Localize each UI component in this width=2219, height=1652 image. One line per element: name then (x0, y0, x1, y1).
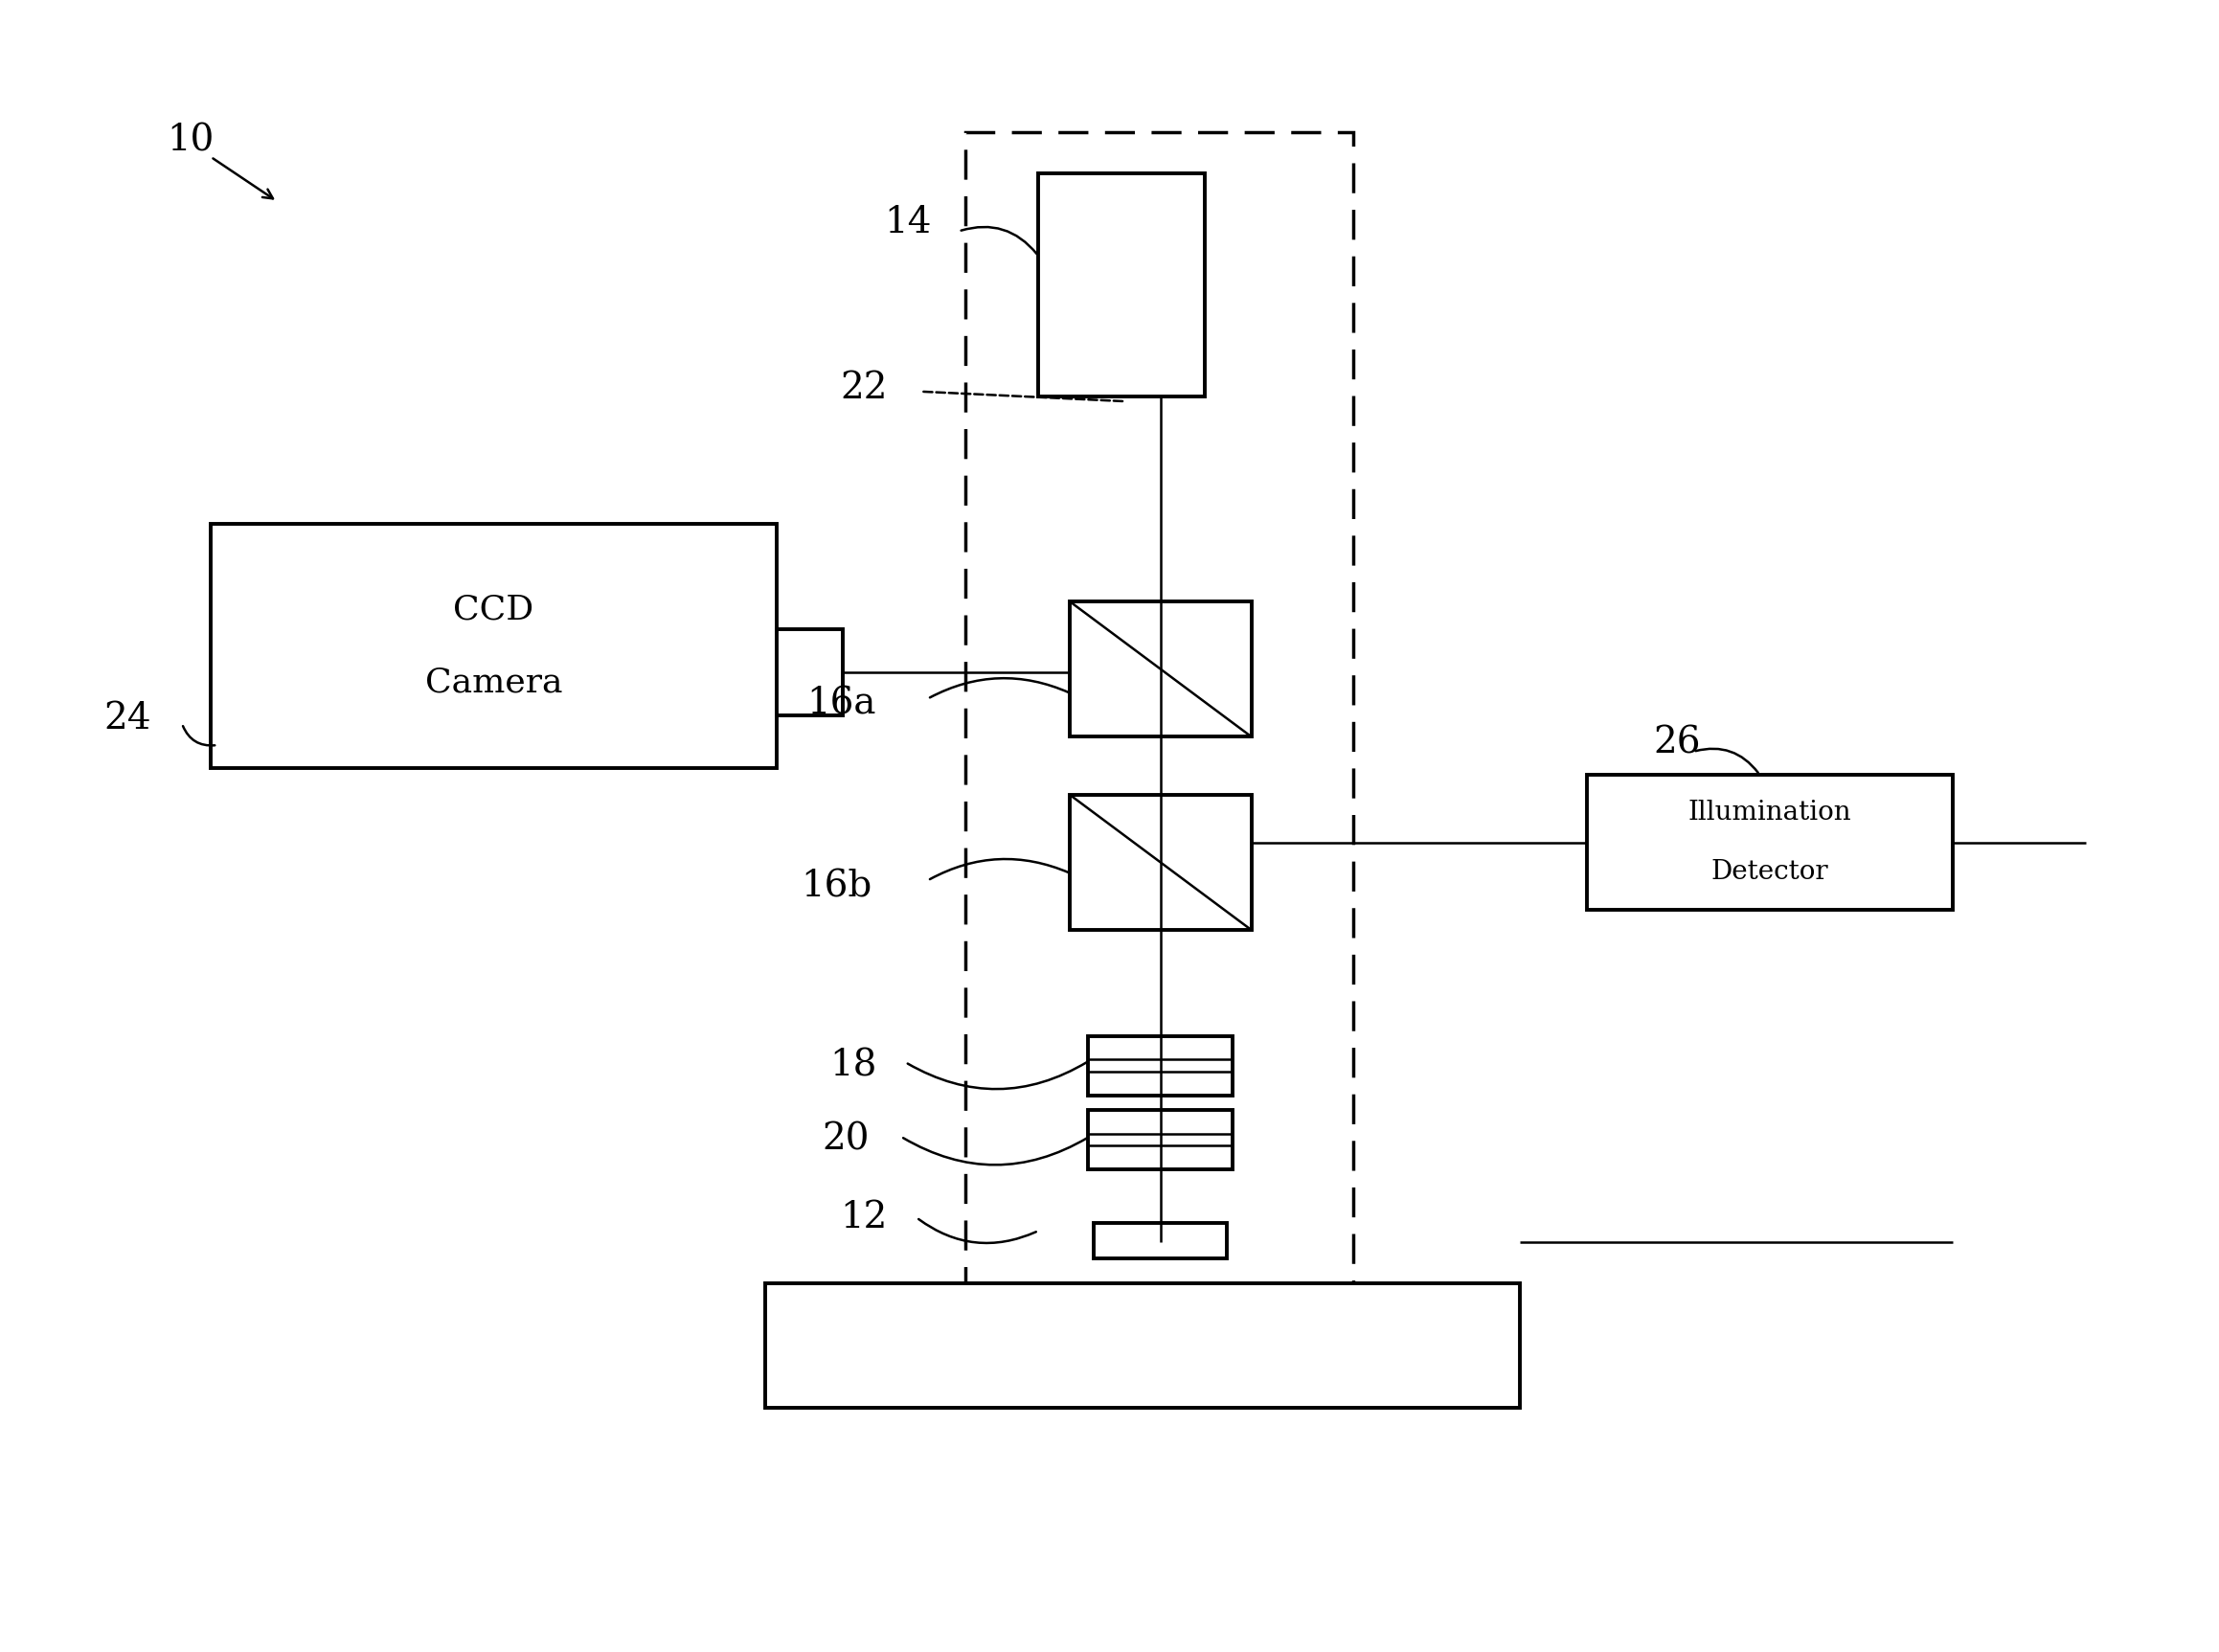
Text: 14: 14 (885, 205, 932, 241)
Bar (1070, 795, 1252, 930)
Text: 22: 22 (841, 370, 888, 406)
Bar (1038, 173, 1205, 396)
Bar (777, 629, 843, 715)
Text: 10: 10 (166, 122, 213, 159)
Bar (1070, 601, 1252, 737)
Text: 18: 18 (830, 1047, 877, 1084)
Text: 12: 12 (841, 1199, 888, 1236)
Text: 20: 20 (823, 1122, 870, 1158)
Text: 24: 24 (104, 700, 151, 737)
Text: 16a: 16a (808, 686, 877, 722)
Text: 16b: 16b (801, 869, 872, 905)
Text: Detector: Detector (1711, 859, 1828, 885)
Text: Illumination: Illumination (1689, 800, 1851, 826)
Bar (965, 132, 1354, 1388)
Bar (211, 524, 777, 768)
Text: CCD: CCD (453, 593, 535, 626)
Bar (1090, 1036, 1234, 1095)
Bar (1094, 1222, 1227, 1259)
Text: 26: 26 (1653, 725, 1700, 762)
Text: Camera: Camera (426, 666, 561, 699)
Bar (766, 1284, 1520, 1408)
Bar (1587, 775, 1953, 910)
Bar (1090, 1110, 1234, 1170)
